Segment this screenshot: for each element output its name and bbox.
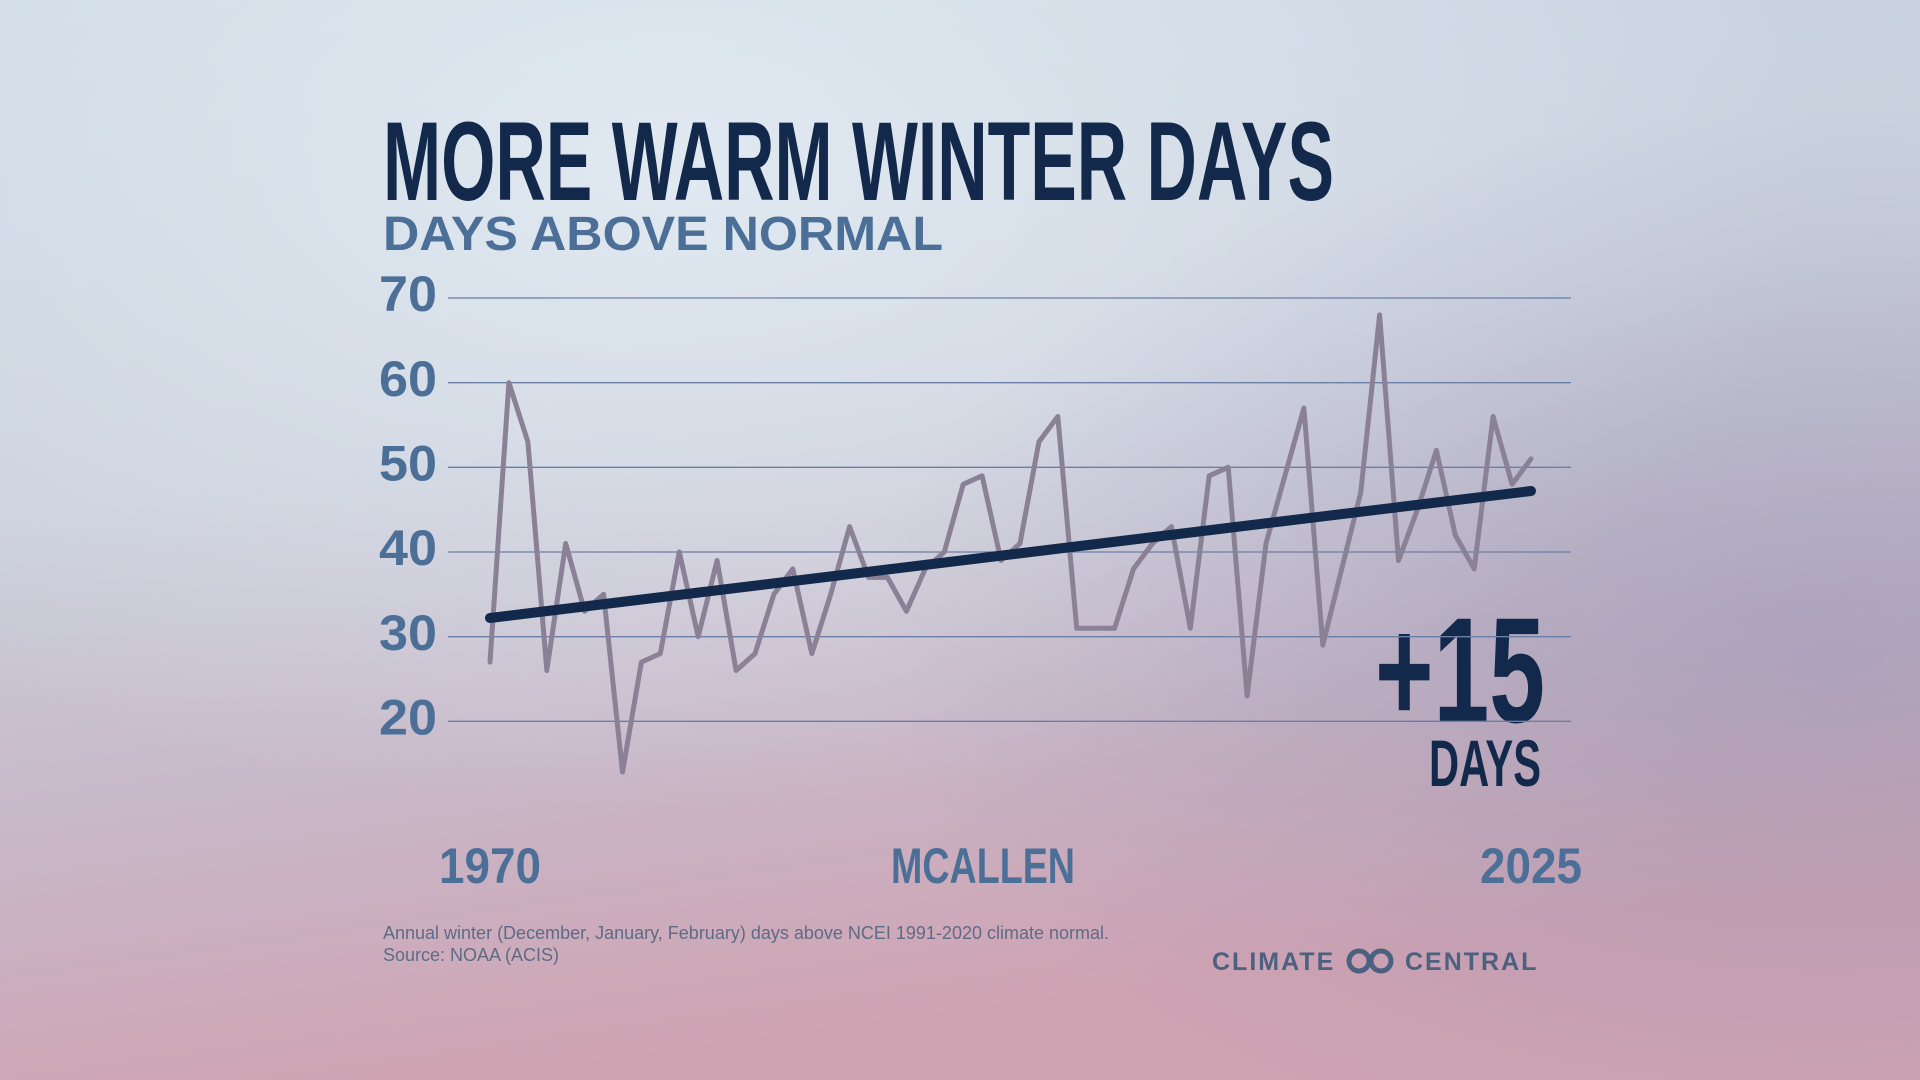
annotation-value: +15	[1375, 586, 1545, 754]
x-tick-label: 2025	[1480, 838, 1582, 894]
y-tick-label: 20	[379, 690, 437, 746]
footnote: Source: NOAA (ACIS)	[383, 945, 559, 965]
footnote: Annual winter (December, January, Februa…	[383, 923, 1109, 943]
y-tick-label: 50	[379, 436, 437, 492]
chart-subtitle: DAYS ABOVE NORMAL	[383, 208, 943, 261]
trend-line	[485, 486, 1536, 623]
logo: CLIMATE CENTRAL	[1212, 948, 1538, 976]
y-tick-label: 40	[379, 520, 437, 576]
annotation-unit: DAYS	[1429, 726, 1541, 800]
logo-icon	[1368, 948, 1394, 974]
x-tick-label: 1970	[439, 838, 541, 894]
y-tick-label: 30	[379, 605, 437, 661]
location-label: MCALLEN	[891, 838, 1075, 894]
y-tick-label: 60	[379, 351, 437, 407]
chart-title: MORE WARM WINTER DAYS	[383, 99, 1334, 224]
logo-text: CLIMATE	[1212, 948, 1335, 976]
logo-text: CENTRAL	[1405, 948, 1538, 976]
y-tick-label: 70	[379, 266, 437, 322]
